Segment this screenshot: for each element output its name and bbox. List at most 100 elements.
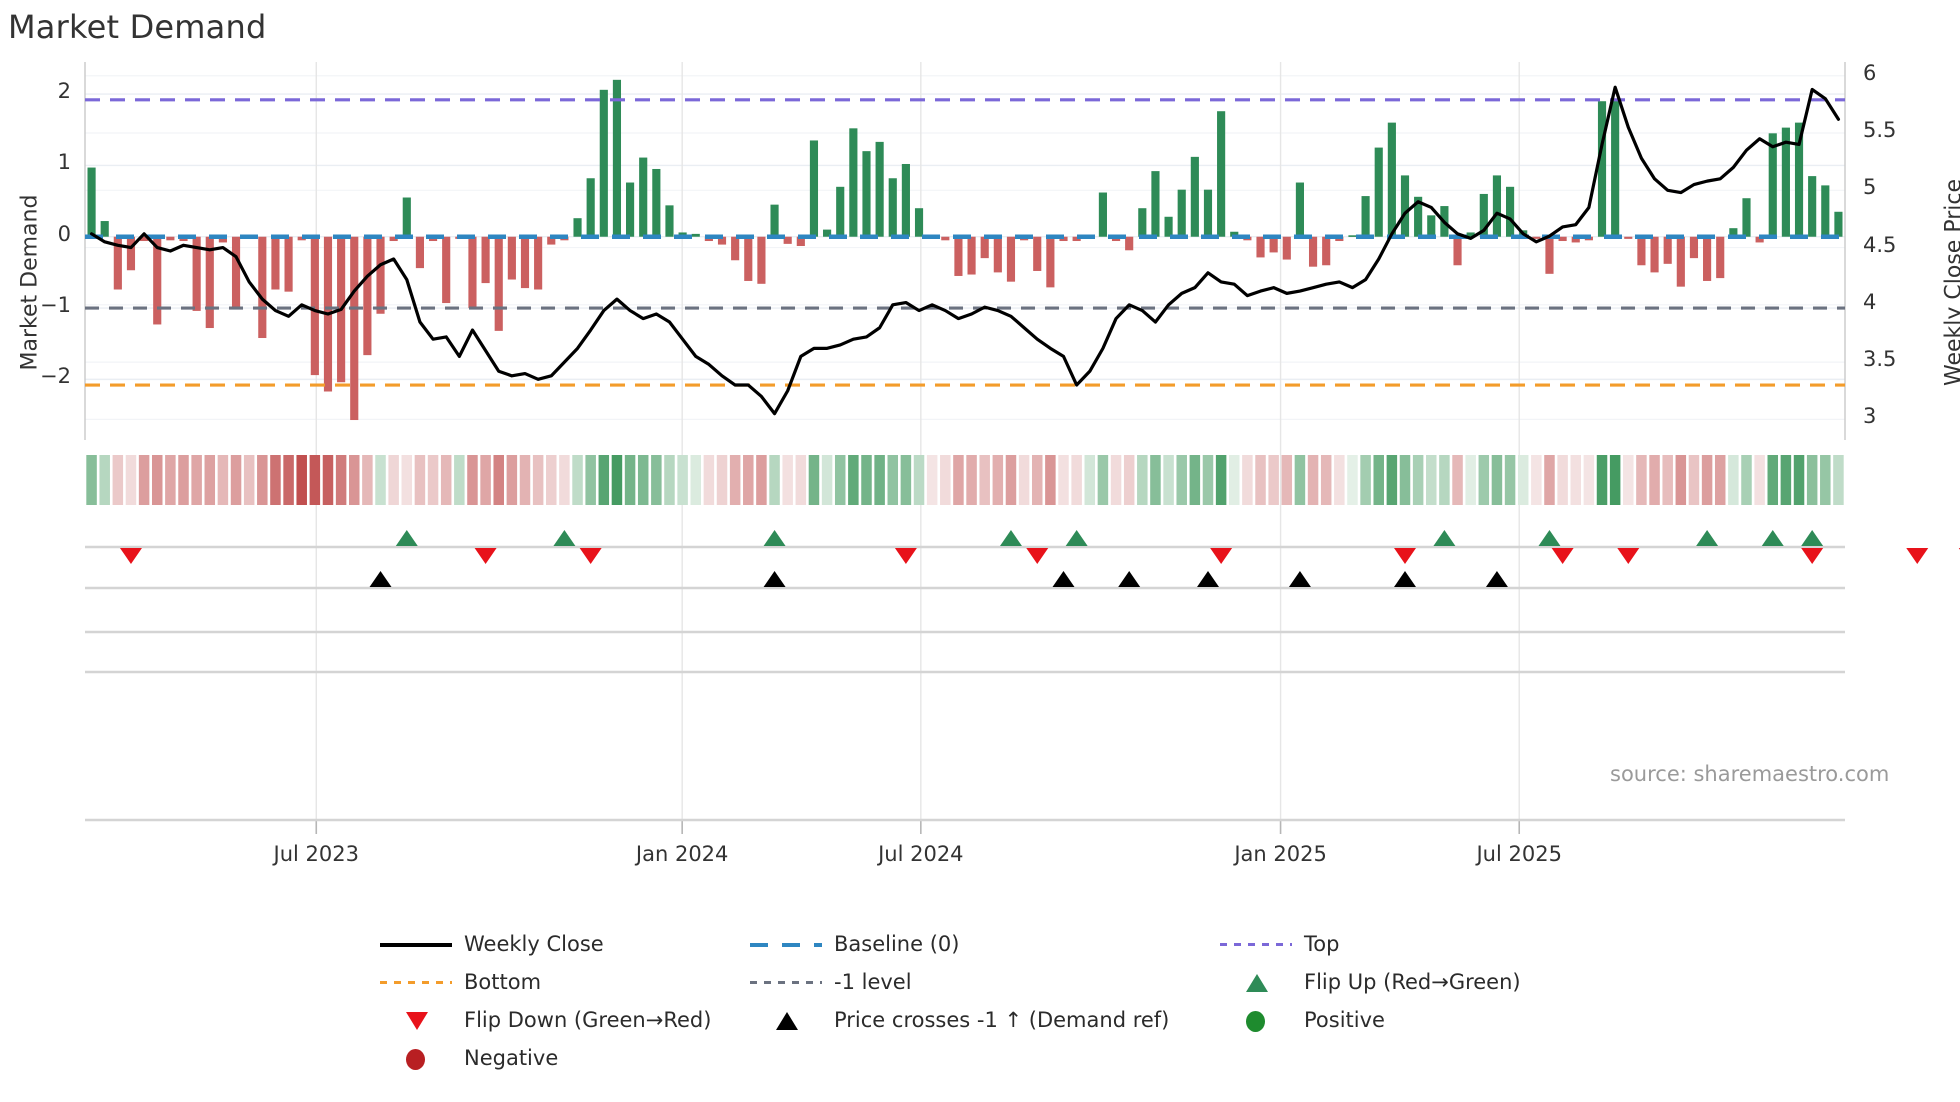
demand-bar <box>1295 182 1304 237</box>
legend-item-flip-up-red-green[interactable]: Flip Up (Red→Green) <box>1220 970 1640 994</box>
heatmap-cell <box>243 455 255 505</box>
demand-bar <box>1033 236 1042 271</box>
marker-flip-down <box>119 548 142 564</box>
demand-bar <box>442 236 451 304</box>
y-tick-label-left: −2 <box>40 364 71 389</box>
legend-item-label: Baseline (0) <box>834 931 960 956</box>
marker-price-cross <box>1196 571 1219 587</box>
demand-bar <box>1506 186 1515 237</box>
demand-bar <box>1322 236 1331 266</box>
demand-bar <box>218 236 227 243</box>
legend-item-label: -1 level <box>834 969 912 994</box>
heatmap-cell <box>1334 455 1345 505</box>
legend-item-weekly-close[interactable]: Weekly Close <box>380 932 750 956</box>
legend-item-flip-down-green-red[interactable]: Flip Down (Green→Red) <box>380 1008 750 1032</box>
demand-bar <box>1479 193 1488 237</box>
heatmap-cell <box>808 455 820 505</box>
legend-swatch <box>380 932 452 956</box>
heatmap-cell <box>1110 455 1122 505</box>
demand-bar <box>1269 236 1278 253</box>
demand-bar <box>140 236 149 242</box>
legend-item-price-crosses-1-demand-ref[interactable]: Price crosses -1 ↑ (Demand ref) <box>750 1008 1220 1032</box>
marker-flip-up <box>1433 530 1456 546</box>
triangle-up-icon <box>1246 974 1268 992</box>
demand-bar <box>271 236 280 290</box>
heatmap-cell <box>427 455 439 505</box>
heatmap-cell <box>1714 455 1726 505</box>
y-tick-label-right: 6 <box>1863 60 1877 85</box>
demand-bar <box>1558 236 1567 242</box>
heatmap-cell <box>782 455 793 505</box>
demand-bar <box>113 236 122 290</box>
heatmap-cell <box>1347 455 1358 505</box>
marker-flip-up <box>395 530 418 546</box>
heatmap-cell <box>1623 455 1634 505</box>
heatmap-cell <box>887 455 899 505</box>
y-tick-label-right: 3.5 <box>1863 347 1897 372</box>
heatmap-cell <box>1649 455 1660 505</box>
heatmap-cell <box>125 455 137 505</box>
heatmap-cell <box>651 455 662 505</box>
demand-bar <box>1624 236 1633 239</box>
heatmap-cell <box>309 455 321 505</box>
legend-swatch <box>750 1008 822 1032</box>
legend-item-label: Price crosses -1 ↑ (Demand ref) <box>834 1007 1170 1032</box>
legend-item-positive[interactable]: Positive <box>1220 1008 1640 1032</box>
heatmap-cell <box>1636 455 1647 505</box>
circle-icon <box>1246 1011 1265 1032</box>
heatmap-cell <box>795 455 807 505</box>
marker-flip-down <box>1026 548 1049 564</box>
heatmap-cell <box>1688 455 1700 505</box>
legend-item-1-level[interactable]: -1 level <box>750 970 1220 994</box>
heatmap-cell <box>1360 455 1371 505</box>
legend-item-negative[interactable]: Negative <box>380 1046 750 1070</box>
legend-swatch <box>380 1046 452 1070</box>
heatmap-cell <box>953 455 964 505</box>
demand-bar <box>1374 147 1383 237</box>
y-tick-label-left: −1 <box>40 293 71 318</box>
heatmap-cell <box>296 455 307 505</box>
heatmap-cell <box>769 455 780 505</box>
demand-bar <box>586 178 595 237</box>
heatmap-cell <box>401 455 413 505</box>
heatmap-cell <box>1294 455 1306 505</box>
heatmap-cell <box>1609 455 1621 505</box>
y-tick-label-left: 2 <box>57 79 71 104</box>
heatmap-cell <box>283 455 294 505</box>
line-swatch-icon <box>380 943 452 947</box>
demand-bar <box>1794 122 1804 237</box>
legend-item-top[interactable]: Top <box>1220 932 1640 956</box>
legend-item-bottom[interactable]: Bottom <box>380 970 750 994</box>
source-attribution: source: sharemaestro.com <box>1610 762 1890 786</box>
heatmap-cell <box>913 455 925 505</box>
dotted-line-swatch-icon <box>1220 943 1292 947</box>
heatmap-cell <box>151 455 163 505</box>
marker-flip-up <box>1801 530 1824 546</box>
demand-bar <box>1663 236 1672 264</box>
demand-bar <box>717 236 727 245</box>
heatmap-cell <box>861 455 872 505</box>
demand-bar <box>1650 236 1659 273</box>
heatmap-cell <box>138 455 150 505</box>
heatmap-cell <box>966 455 977 505</box>
heatmap-cell <box>1163 455 1174 505</box>
heatmap-cell <box>1557 455 1568 505</box>
demand-bar <box>1282 236 1291 260</box>
legend-swatch <box>380 1008 452 1032</box>
heatmap-cell <box>1662 455 1673 505</box>
marker-price-cross <box>369 571 392 587</box>
heatmap-cell <box>86 455 97 505</box>
demand-bar <box>888 178 897 237</box>
demand-bar <box>809 140 819 237</box>
legend-item-label: Weekly Close <box>464 931 604 956</box>
heatmap-cell <box>1255 455 1266 505</box>
heatmap-cell <box>1215 455 1227 505</box>
demand-bar <box>941 236 950 241</box>
legend-item-label: Negative <box>464 1045 559 1070</box>
demand-bar <box>1611 99 1620 237</box>
heatmap-cell <box>611 455 623 505</box>
demand-bar <box>573 218 582 237</box>
legend-item-baseline-0[interactable]: Baseline (0) <box>750 932 1220 956</box>
demand-bar <box>1414 196 1423 237</box>
